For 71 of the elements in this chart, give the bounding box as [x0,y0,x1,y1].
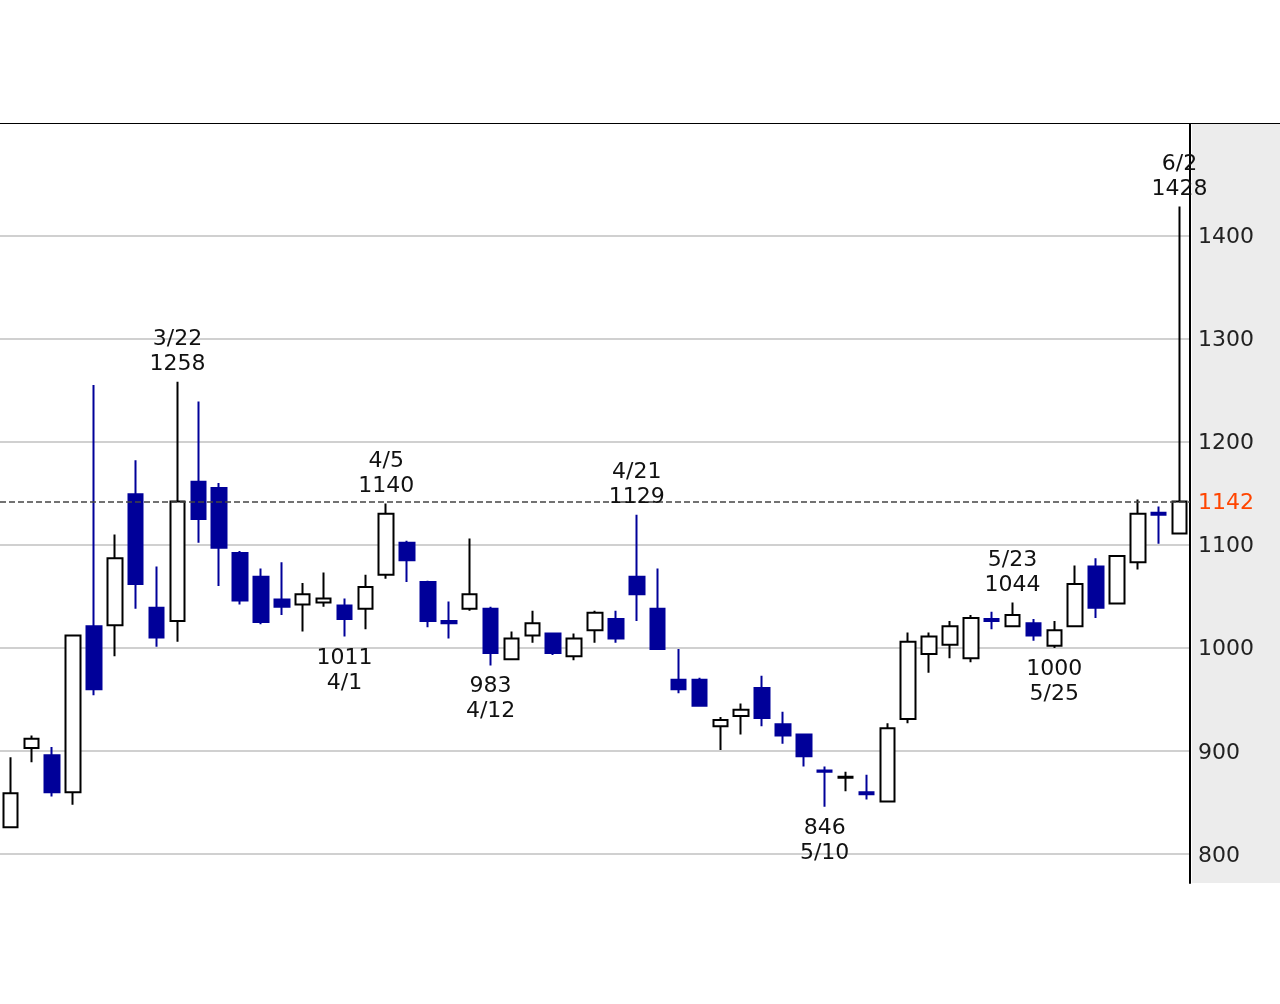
candlestick [273,561,291,616]
candlestick [732,702,750,736]
ref-line-label: 1142 [1198,488,1254,514]
y-tick-label: 1400 [1198,222,1254,248]
candlestick [920,631,938,674]
y-tick-label: 1300 [1198,326,1254,351]
annotation: 5/23 1044 [984,545,1041,596]
candlestick [1108,555,1126,605]
annotation: 1011 4/1 [316,643,373,694]
candlestick [2,756,19,829]
candlestick [461,537,478,612]
candlestick [774,710,792,745]
candlestick [753,674,771,728]
candlestick [586,609,604,644]
candlestick [23,734,40,764]
candlestick [357,573,374,631]
candlestick [565,632,583,662]
y-tick-label: 1000 [1198,635,1254,661]
y-tick-label: 800 [1198,841,1240,867]
candlestick [252,567,270,626]
candlestick [691,676,708,708]
candlestick [1046,620,1063,649]
candlestick [210,481,228,587]
y-tick-label: 1200 [1198,429,1254,455]
candlestick [419,579,437,629]
candlestick [1025,618,1042,642]
candlestick [398,539,416,583]
candlestick [1004,601,1021,629]
candlestick [231,549,249,606]
y-tick-label: 900 [1198,738,1240,764]
candlestick [1150,505,1167,545]
candlestick [712,715,729,751]
annotation: 983 4/12 [465,672,516,723]
candlestick [336,597,353,638]
candlestick [169,380,186,643]
candlestick [816,765,833,808]
candlestick [85,383,103,697]
candlestick [899,631,917,725]
candlestick [148,565,165,648]
candlestick [190,400,207,544]
candlestick [503,630,520,662]
candlestick [962,613,980,664]
candlestick [106,533,124,658]
candlestick [544,631,562,657]
candlestick [1129,498,1147,571]
candlestick [670,647,687,695]
candlestick [482,605,499,667]
candlestick [649,567,666,650]
candlestick [607,609,625,644]
candlestick [941,620,959,660]
annotation: 4/5 1140 [358,446,415,497]
candlestick [315,571,332,608]
y-tick-label: 1100 [1198,532,1254,558]
candlestick [795,732,813,768]
annotation: 1000 5/25 [1026,654,1083,705]
annotation: 846 5/10 [799,813,850,864]
candlestick [294,581,311,633]
candlestick [64,634,82,806]
annotation: 3/22 1258 [149,324,206,375]
candlestick [43,745,61,798]
candlestick [377,502,395,580]
candlestick [879,722,896,803]
candlestick [127,459,144,610]
candlestick [524,609,541,644]
candlestick [837,770,854,793]
candlestick [858,773,875,801]
candlestick [628,513,646,623]
candlestick [1087,557,1105,619]
candlestick [440,600,458,640]
candlestick [1066,564,1084,629]
candlestick [983,610,1000,631]
